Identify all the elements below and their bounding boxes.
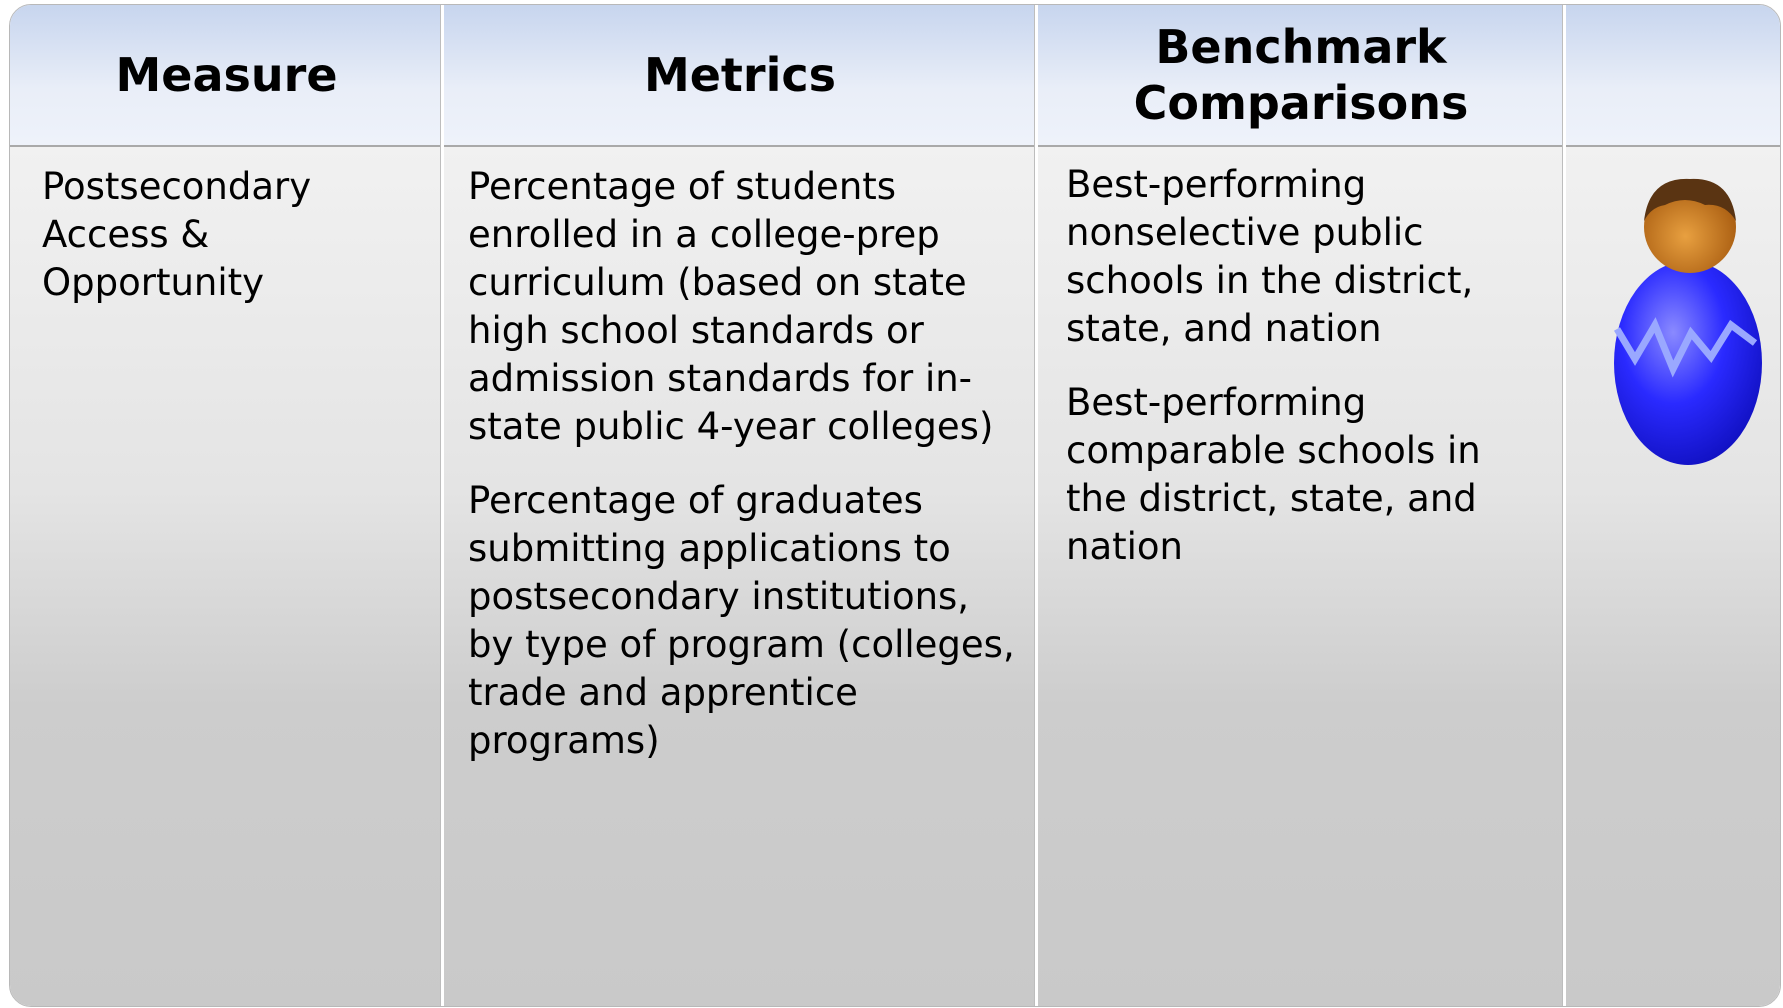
column-divider — [1034, 5, 1038, 1006]
column-divider — [440, 5, 444, 1006]
header-text: Benchmark Comparisons — [1097, 19, 1505, 131]
column-divider — [1562, 5, 1566, 1006]
person-icon — [1565, 147, 1781, 547]
header-text: Measure — [115, 47, 337, 103]
header-cell: Measure — [10, 5, 443, 147]
body-cell — [1565, 147, 1781, 1006]
header-cell: Metrics — [443, 5, 1037, 147]
metric-text: Percentage of students enrolled in a col… — [468, 163, 1025, 451]
body-cell: Postsecondary Access & Opportunity — [10, 147, 443, 1006]
body-cell: Best-performing nonselective public scho… — [1037, 147, 1565, 1006]
measure-text: Postsecondary Access & Opportunity — [42, 163, 419, 307]
header-cell: Benchmark Comparisons — [1037, 5, 1565, 147]
benchmark-text: Best-performing nonselective public scho… — [1066, 161, 1545, 353]
page: Measure Metrics Benchmark Comparisons Po… — [0, 0, 1783, 1008]
metric-text: Percentage of graduates submitting appli… — [468, 477, 1025, 765]
benchmark-text: Best-performing comparable schools in th… — [1066, 379, 1545, 571]
header-text: Metrics — [644, 47, 836, 103]
body-cell: Percentage of students enrolled in a col… — [443, 147, 1037, 1006]
table: Measure Metrics Benchmark Comparisons Po… — [9, 4, 1781, 1007]
header-cell — [1565, 5, 1781, 147]
